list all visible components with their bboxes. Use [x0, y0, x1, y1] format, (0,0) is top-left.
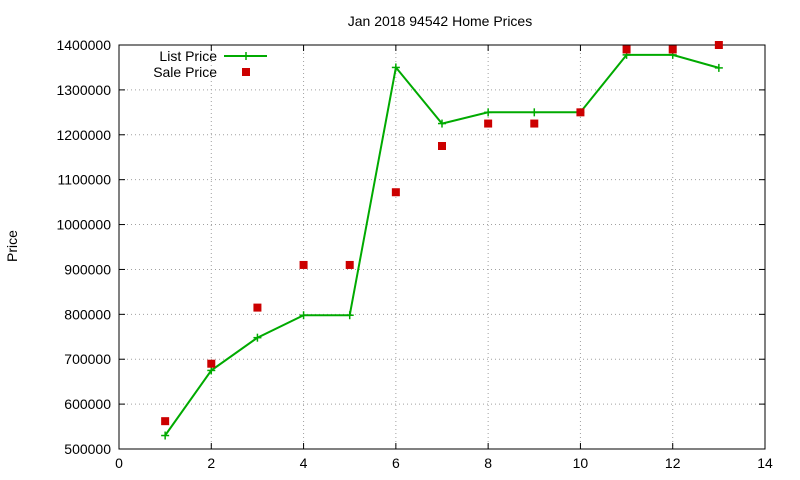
x-tick-label: 10	[573, 455, 589, 471]
y-tick-label: 700000	[64, 351, 111, 367]
list-price-point	[299, 311, 308, 320]
x-tick-label: 8	[484, 455, 492, 471]
list-price-point	[391, 63, 400, 72]
data-series	[161, 41, 723, 440]
sale-price-point	[207, 359, 216, 368]
sale-price-point	[345, 260, 354, 269]
y-tick-label: 1200000	[56, 127, 111, 143]
list-price-point	[207, 366, 216, 375]
legend-label-sale-price: Sale Price	[153, 64, 217, 80]
sale-price-point	[668, 45, 677, 54]
list-price-line	[164, 53, 720, 437]
axes: 0 2 4 6 8 10 12 14 500000 600000 700000 800000 90000…	[56, 37, 773, 471]
sale-price-point	[714, 41, 723, 49]
sale-price-point	[391, 188, 400, 197]
x-tick-label: 4	[300, 455, 308, 471]
list-price-point	[161, 431, 170, 440]
sale-price-point	[161, 417, 170, 426]
sale-price-point	[438, 142, 446, 150]
y-tick-label: 800000	[64, 306, 111, 322]
list-price-point	[484, 108, 493, 117]
grid	[119, 45, 765, 449]
y-tick-label: 1100000	[58, 172, 112, 188]
legend-marker-list-price	[242, 52, 250, 60]
y-axis-label: Price	[4, 230, 20, 262]
sale-price-point	[299, 260, 308, 269]
legend-marker-sale-price	[242, 68, 250, 76]
x-tick-label: 14	[757, 455, 773, 471]
sale-price-point	[622, 45, 631, 54]
x-tick-label: 0	[115, 455, 123, 471]
y-tick-label: 900000	[64, 261, 111, 277]
list-price-point	[345, 311, 354, 320]
sale-price-point	[576, 108, 585, 117]
y-tick-label: 500000	[64, 441, 111, 457]
y-tick-label: 1000000	[56, 217, 111, 233]
legend-label-list-price: List Price	[159, 48, 217, 64]
list-price-point	[714, 63, 723, 72]
x-tick-label: 2	[207, 455, 215, 471]
y-tick-label: 1400000	[56, 37, 111, 53]
x-tick-label: 6	[392, 455, 400, 471]
y-tick-label: 1300000	[56, 82, 111, 98]
chart-title: Jan 2018 94542 Home Prices	[348, 13, 532, 29]
list-price-point	[530, 108, 539, 117]
plot-frame	[118, 44, 766, 450]
x-tick-label: 12	[665, 455, 681, 471]
list-price-point	[253, 333, 262, 342]
list-price-point	[438, 119, 446, 128]
sale-price-point	[530, 119, 539, 128]
y-tick-label: 600000	[64, 396, 111, 412]
sale-price-point	[484, 119, 493, 128]
sale-price-point	[253, 303, 262, 312]
